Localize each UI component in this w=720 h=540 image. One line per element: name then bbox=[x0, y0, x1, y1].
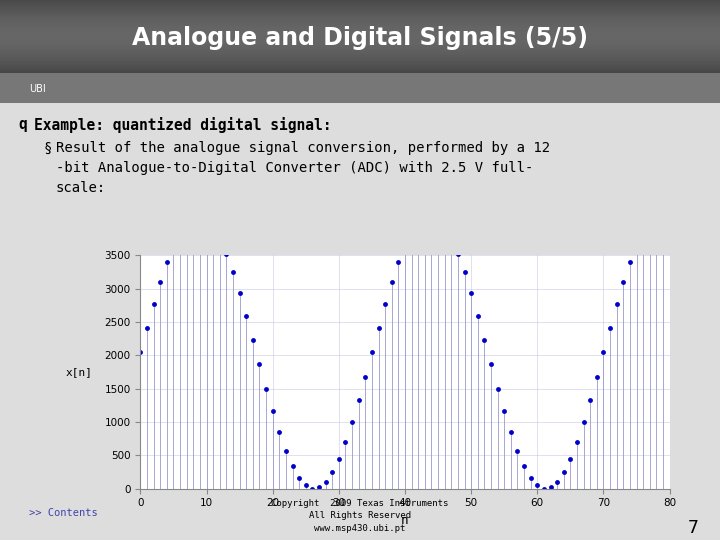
Bar bbox=[0, 35, 720, 36]
Bar bbox=[0, 36, 720, 38]
Bar bbox=[0, 44, 720, 45]
Bar bbox=[0, 48, 720, 50]
Bar bbox=[0, 33, 720, 35]
Bar bbox=[0, 2, 720, 3]
Bar bbox=[0, 15, 720, 16]
Bar bbox=[0, 45, 720, 46]
Bar bbox=[0, 70, 720, 71]
Bar bbox=[0, 41, 720, 42]
Bar bbox=[0, 56, 720, 57]
Bar bbox=[0, 64, 720, 65]
Bar bbox=[0, 6, 720, 7]
Bar bbox=[0, 28, 720, 29]
Bar bbox=[0, 54, 720, 56]
Bar bbox=[0, 0, 720, 2]
Bar bbox=[0, 46, 720, 48]
Bar bbox=[0, 25, 720, 26]
Bar bbox=[0, 67, 720, 69]
Bar bbox=[0, 12, 720, 13]
Bar bbox=[0, 61, 720, 63]
Bar bbox=[0, 16, 720, 17]
Bar bbox=[0, 69, 720, 70]
Bar bbox=[0, 23, 720, 25]
Bar bbox=[0, 22, 720, 23]
Bar bbox=[0, 60, 720, 61]
Bar bbox=[0, 19, 720, 21]
Text: Result of the analogue signal conversion, performed by a 12
-bit Analogue-to-Dig: Result of the analogue signal conversion… bbox=[56, 140, 550, 195]
Bar bbox=[0, 13, 720, 15]
Bar bbox=[0, 4, 720, 6]
Bar bbox=[0, 17, 720, 19]
Bar bbox=[0, 26, 720, 28]
Text: Analogue and Digital Signals (5/5): Analogue and Digital Signals (5/5) bbox=[132, 26, 588, 50]
Bar bbox=[0, 3, 720, 4]
Bar bbox=[0, 31, 720, 32]
Bar bbox=[0, 8, 720, 9]
Text: Copyright  2009 Texas Instruments
All Rights Reserved
www.msp430.ubi.pt: Copyright 2009 Texas Instruments All Rig… bbox=[271, 499, 449, 532]
Bar bbox=[0, 21, 720, 22]
X-axis label: n: n bbox=[401, 514, 409, 527]
Bar bbox=[0, 42, 720, 44]
Bar bbox=[0, 71, 720, 73]
Bar bbox=[0, 50, 720, 51]
Bar bbox=[0, 32, 720, 33]
Bar bbox=[0, 10, 720, 12]
Bar bbox=[0, 65, 720, 67]
Text: >> Contents: >> Contents bbox=[29, 508, 97, 518]
Bar bbox=[0, 57, 720, 58]
Bar bbox=[0, 52, 720, 54]
Bar bbox=[0, 58, 720, 60]
Text: §: § bbox=[44, 140, 53, 154]
Text: UBI: UBI bbox=[29, 84, 45, 94]
Bar bbox=[0, 29, 720, 31]
Bar bbox=[0, 51, 720, 52]
Bar bbox=[0, 38, 720, 39]
Y-axis label: x[n]: x[n] bbox=[66, 367, 93, 377]
Bar bbox=[0, 39, 720, 41]
Bar bbox=[0, 9, 720, 10]
Text: q: q bbox=[18, 117, 27, 132]
Text: Example: quantized digital signal:: Example: quantized digital signal: bbox=[34, 117, 331, 133]
Bar bbox=[0, 63, 720, 64]
Text: 7: 7 bbox=[688, 519, 698, 537]
